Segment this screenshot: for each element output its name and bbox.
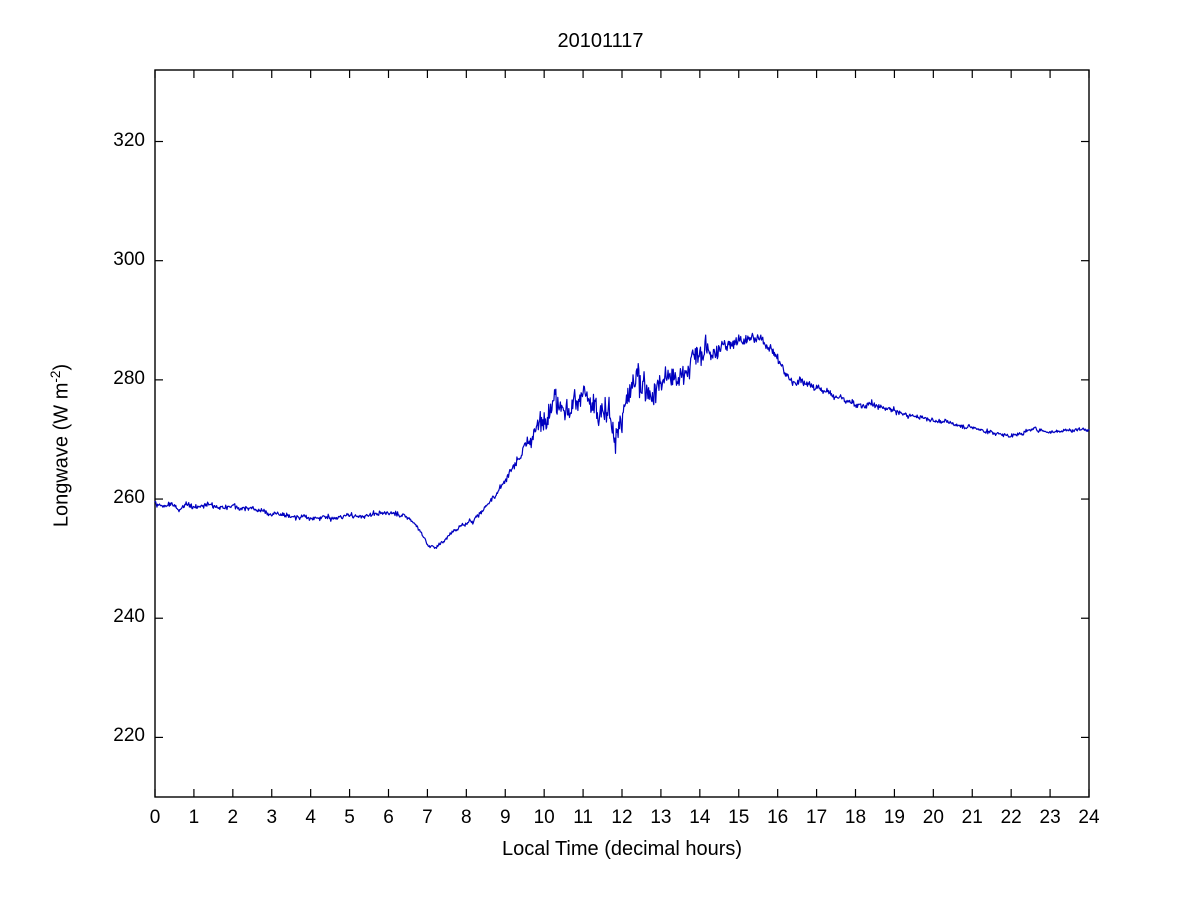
x-tick-label: 16 [767, 807, 789, 828]
y-tick-label: 240 [113, 606, 145, 628]
x-tick-label: 24 [1078, 807, 1100, 828]
x-tick-label: 9 [499, 807, 511, 828]
x-tick-label: 14 [689, 807, 711, 828]
x-tick-label: 20 [922, 807, 944, 828]
y-tick-label: 280 [113, 367, 145, 389]
x-tick-label: 2 [227, 807, 239, 828]
axes-box [154, 69, 1090, 798]
y-tick-label: 220 [113, 725, 145, 747]
x-axis-label: Local Time (decimal hours) [501, 838, 743, 860]
y-axis-label-exponent: -2 [47, 370, 63, 383]
x-tick-label: 6 [383, 807, 394, 828]
x-tick-label: 18 [844, 807, 867, 828]
axis-ticks [154, 70, 1090, 797]
x-tick-label: 10 [533, 807, 555, 828]
x-tick-label: 4 [305, 807, 316, 828]
x-tick-label: 0 [149, 807, 161, 828]
x-tick-label: 11 [573, 807, 593, 828]
x-tick-label: 13 [650, 807, 672, 828]
data-series-line [154, 332, 1090, 549]
x-tick-label: 23 [1039, 807, 1061, 828]
x-tick-label: 22 [1000, 807, 1022, 828]
x-tick-label: 3 [266, 807, 278, 828]
y-axis-label-prefix: Longwave (W m [50, 382, 73, 528]
x-tick-label: 15 [728, 807, 750, 828]
x-tick-label: 19 [883, 807, 905, 828]
chart-title-text: 20101117 [557, 30, 644, 52]
x-tick-label: 8 [461, 807, 472, 828]
x-tick-label: 12 [611, 807, 633, 828]
x-tick-label: 5 [344, 807, 355, 828]
x-tick-label: 7 [422, 807, 433, 828]
y-tick-label: 320 [113, 129, 145, 151]
y-tick-label: 260 [113, 487, 145, 509]
x-tick-label: 1 [188, 807, 200, 828]
x-tick-label: 21 [961, 807, 983, 828]
x-tick-label: 17 [806, 807, 828, 828]
y-tick-label: 300 [113, 248, 145, 270]
y-axis-label-suffix: ) [50, 363, 73, 371]
y-axis-label: Longwave (W m-2) [47, 276, 74, 616]
chart-title: 20101117 [0, 30, 1201, 53]
